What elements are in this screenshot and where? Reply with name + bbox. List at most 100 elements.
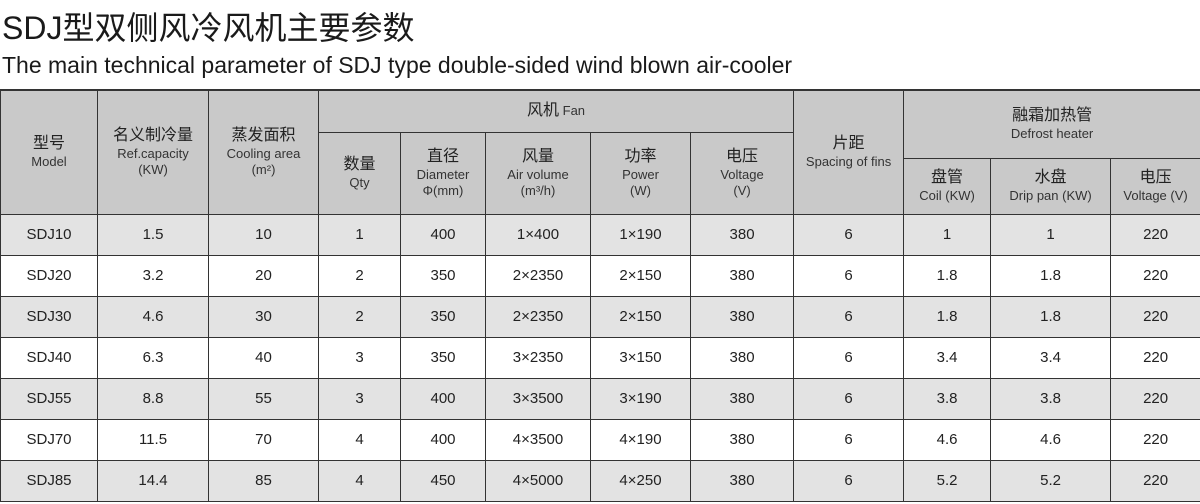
header-model: 型号 Model — [0, 89, 98, 215]
page-subtitle: The main technical parameter of SDJ type… — [2, 52, 793, 78]
table-cell: 350 — [400, 295, 486, 338]
table-cell: 400 — [400, 418, 486, 461]
table-cell: 55 — [208, 377, 319, 420]
header-cooling-area: 蒸发面积 Cooling area (m²) — [208, 89, 319, 215]
table-cell: 85 — [208, 459, 319, 502]
table-cell: 3.8 — [903, 377, 992, 420]
header-coil: 盘管 Coil (KW) — [903, 157, 992, 215]
table-cell: SDJ10 — [0, 213, 98, 256]
table-cell: 400 — [400, 377, 486, 420]
table-cell: 3 — [318, 377, 401, 420]
table-cell: SDJ85 — [0, 459, 98, 502]
table-cell: 1×400 — [485, 213, 591, 256]
table-cell: 220 — [1110, 213, 1200, 256]
table-row: SDJ55 8.8 55 3 400 3×3500 3×190 380 6 3.8 3.8 220 — [0, 377, 1200, 420]
table-cell: 1 — [990, 213, 1112, 256]
table-row: SDJ85 14.4 85 4 450 4×5000 4×250 380 6 5.2 5.2 220 — [0, 459, 1200, 502]
table-cell: 3.4 — [990, 336, 1112, 379]
table-cell: 3.4 — [903, 336, 992, 379]
table-cell: SDJ55 — [0, 377, 98, 420]
table-cell: 1 — [903, 213, 992, 256]
table-cell: 4×5000 — [485, 459, 591, 502]
table-cell: 6.3 — [97, 336, 209, 379]
table-cell: 350 — [400, 254, 486, 297]
table-cell: 2×150 — [590, 254, 691, 297]
table-cell: 4.6 — [990, 418, 1112, 461]
header-fan-voltage: 电压 Voltage (V) — [689, 131, 795, 215]
table-cell: 4×190 — [590, 418, 691, 461]
table-cell: 1.8 — [903, 295, 992, 338]
table-cell: 6 — [793, 459, 905, 502]
table-cell: 3×2350 — [485, 336, 591, 379]
table-cell: 4.6 — [97, 295, 209, 338]
table-cell: 220 — [1110, 336, 1200, 379]
table-cell: 11.5 — [97, 418, 209, 461]
table-cell: 6 — [793, 336, 905, 379]
table-cell: 380 — [689, 459, 795, 502]
table-row: SDJ20 3.2 20 2 350 2×2350 2×150 380 6 1.8 1.8 220 — [0, 254, 1200, 297]
table-cell: 20 — [208, 254, 319, 297]
table-cell: SDJ40 — [0, 336, 98, 379]
table-cell: 350 — [400, 336, 486, 379]
header-drip-pan: 水盘 Drip pan (KW) — [990, 157, 1112, 215]
table-cell: 220 — [1110, 377, 1200, 420]
table-cell: 380 — [689, 418, 795, 461]
table-cell: 3 — [318, 336, 401, 379]
table-cell: 2×2350 — [485, 254, 591, 297]
table-cell: 3.2 — [97, 254, 209, 297]
table-cell: 1.5 — [97, 213, 209, 256]
header-defrost: 融霜加热管 Defrost heater — [903, 89, 1200, 159]
table-cell: SDJ30 — [0, 295, 98, 338]
table-cell: 6 — [793, 418, 905, 461]
table-cell: 40 — [208, 336, 319, 379]
table-cell: 8.8 — [97, 377, 209, 420]
table-cell: 5.2 — [903, 459, 992, 502]
table-row: SDJ30 4.6 30 2 350 2×2350 2×150 380 6 1.8 1.8 220 — [0, 295, 1200, 338]
header-diameter: 直径 Diameter Φ(mm) — [400, 131, 486, 215]
table-cell: 1.8 — [990, 295, 1112, 338]
table-cell: SDJ20 — [0, 254, 98, 297]
table-cell: 450 — [400, 459, 486, 502]
table-body: SDJ10 1.5 10 1 400 1×400 1×190 380 6 1 1 220 SDJ20 3.… — [0, 213, 1200, 502]
table-cell: 220 — [1110, 459, 1200, 502]
table-cell: 4×250 — [590, 459, 691, 502]
table-cell: 4 — [318, 418, 401, 461]
header-air-volume: 风量 Air volume (m³/h) — [485, 131, 591, 215]
table-cell: 2×2350 — [485, 295, 591, 338]
header-spacing: 片距 Spacing of fins — [793, 89, 905, 215]
table-cell: 380 — [689, 336, 795, 379]
table-row: SDJ10 1.5 10 1 400 1×400 1×190 380 6 1 1 220 — [0, 213, 1200, 256]
table-cell: 4×3500 — [485, 418, 591, 461]
table-cell: 220 — [1110, 295, 1200, 338]
table-cell: 10 — [208, 213, 319, 256]
table-cell: 6 — [793, 295, 905, 338]
table-cell: 380 — [689, 295, 795, 338]
table-cell: 1 — [318, 213, 401, 256]
table-cell: 1.8 — [990, 254, 1112, 297]
table-cell: 2×150 — [590, 295, 691, 338]
header-capacity: 名义制冷量 Ref.capacity (KW) — [97, 89, 209, 215]
table-cell: 4 — [318, 459, 401, 502]
table-cell: 1×190 — [590, 213, 691, 256]
parameter-table: 型号 Model 名义制冷量 Ref.capacity (KW) 蒸发面积 Coolin… — [0, 89, 1200, 502]
header-heater-voltage: 电压 Voltage (V) — [1110, 157, 1200, 215]
table-cell: 220 — [1110, 254, 1200, 297]
table-cell: 3×3500 — [485, 377, 591, 420]
table-cell: 14.4 — [97, 459, 209, 502]
table-cell: 30 — [208, 295, 319, 338]
table-cell: 6 — [793, 254, 905, 297]
header-power: 功率 Power (W) — [590, 131, 691, 215]
table-cell: 6 — [793, 377, 905, 420]
table-cell: 380 — [689, 377, 795, 420]
table-cell: 380 — [689, 213, 795, 256]
header-qty: 数量 Qty — [318, 131, 401, 215]
table-cell: 220 — [1110, 418, 1200, 461]
table-cell: 400 — [400, 213, 486, 256]
table-cell: 1.8 — [903, 254, 992, 297]
table-cell: 5.2 — [990, 459, 1112, 502]
table-cell: 70 — [208, 418, 319, 461]
table-cell: 2 — [318, 295, 401, 338]
table-cell: 6 — [793, 213, 905, 256]
table-cell: 3×150 — [590, 336, 691, 379]
table-cell: 3.8 — [990, 377, 1112, 420]
